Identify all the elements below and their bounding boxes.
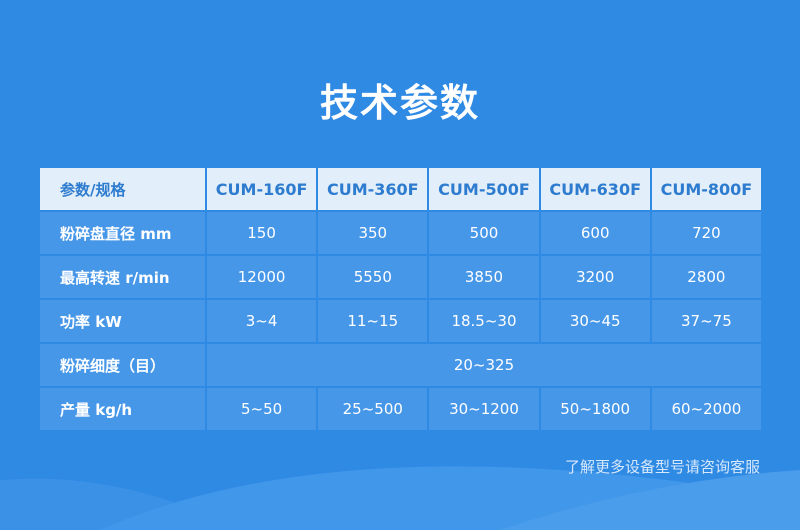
table-cell: 3850 [429,256,539,298]
column-header: CUM-500F [429,168,539,210]
table-cell: 3200 [540,256,650,298]
row-label: 粉碎细度（目） [40,344,205,386]
contact-note: 了解更多设备型号请咨询客服 [564,458,760,476]
table-cell: 30~45 [540,300,650,342]
row-label: 功率 kW [40,300,205,342]
row-label: 粉碎盘直径 mm [40,212,205,254]
table-cell: 12000 [207,256,317,298]
column-header: CUM-800F [651,168,761,210]
row-label: 产量 kg/h [40,388,205,430]
table-cell: 60~2000 [651,388,761,430]
table-cell: 5~50 [207,388,317,430]
table-cell: 25~500 [318,388,428,430]
table-cell: 720 [651,212,761,254]
table-cell: 30~1200 [429,388,539,430]
spec-table: 参数/规格 CUM-160F CUM-360F CUM-500F CUM-630F CUM… [40,168,761,430]
table-cell: 350 [318,212,428,254]
header-label: 参数/规格 [40,168,205,210]
table-cell: 2800 [651,256,761,298]
table-cell: 37~75 [651,300,761,342]
table-cell: 50~1800 [540,388,650,430]
table-cell: 500 [429,212,539,254]
table-cell: 600 [540,212,650,254]
table-cell: 20~325 [207,344,761,386]
table-cell: 11~15 [318,300,428,342]
row-label: 最高转速 r/min [40,256,205,298]
table-cell: 18.5~30 [429,300,539,342]
table-cell: 3~4 [207,300,317,342]
table-cell: 150 [207,212,317,254]
table-cell: 5550 [318,256,428,298]
column-header: CUM-360F [318,168,428,210]
page-title: 技术参数 [319,81,480,125]
column-header: CUM-160F [207,168,317,210]
column-header: CUM-630F [540,168,650,210]
